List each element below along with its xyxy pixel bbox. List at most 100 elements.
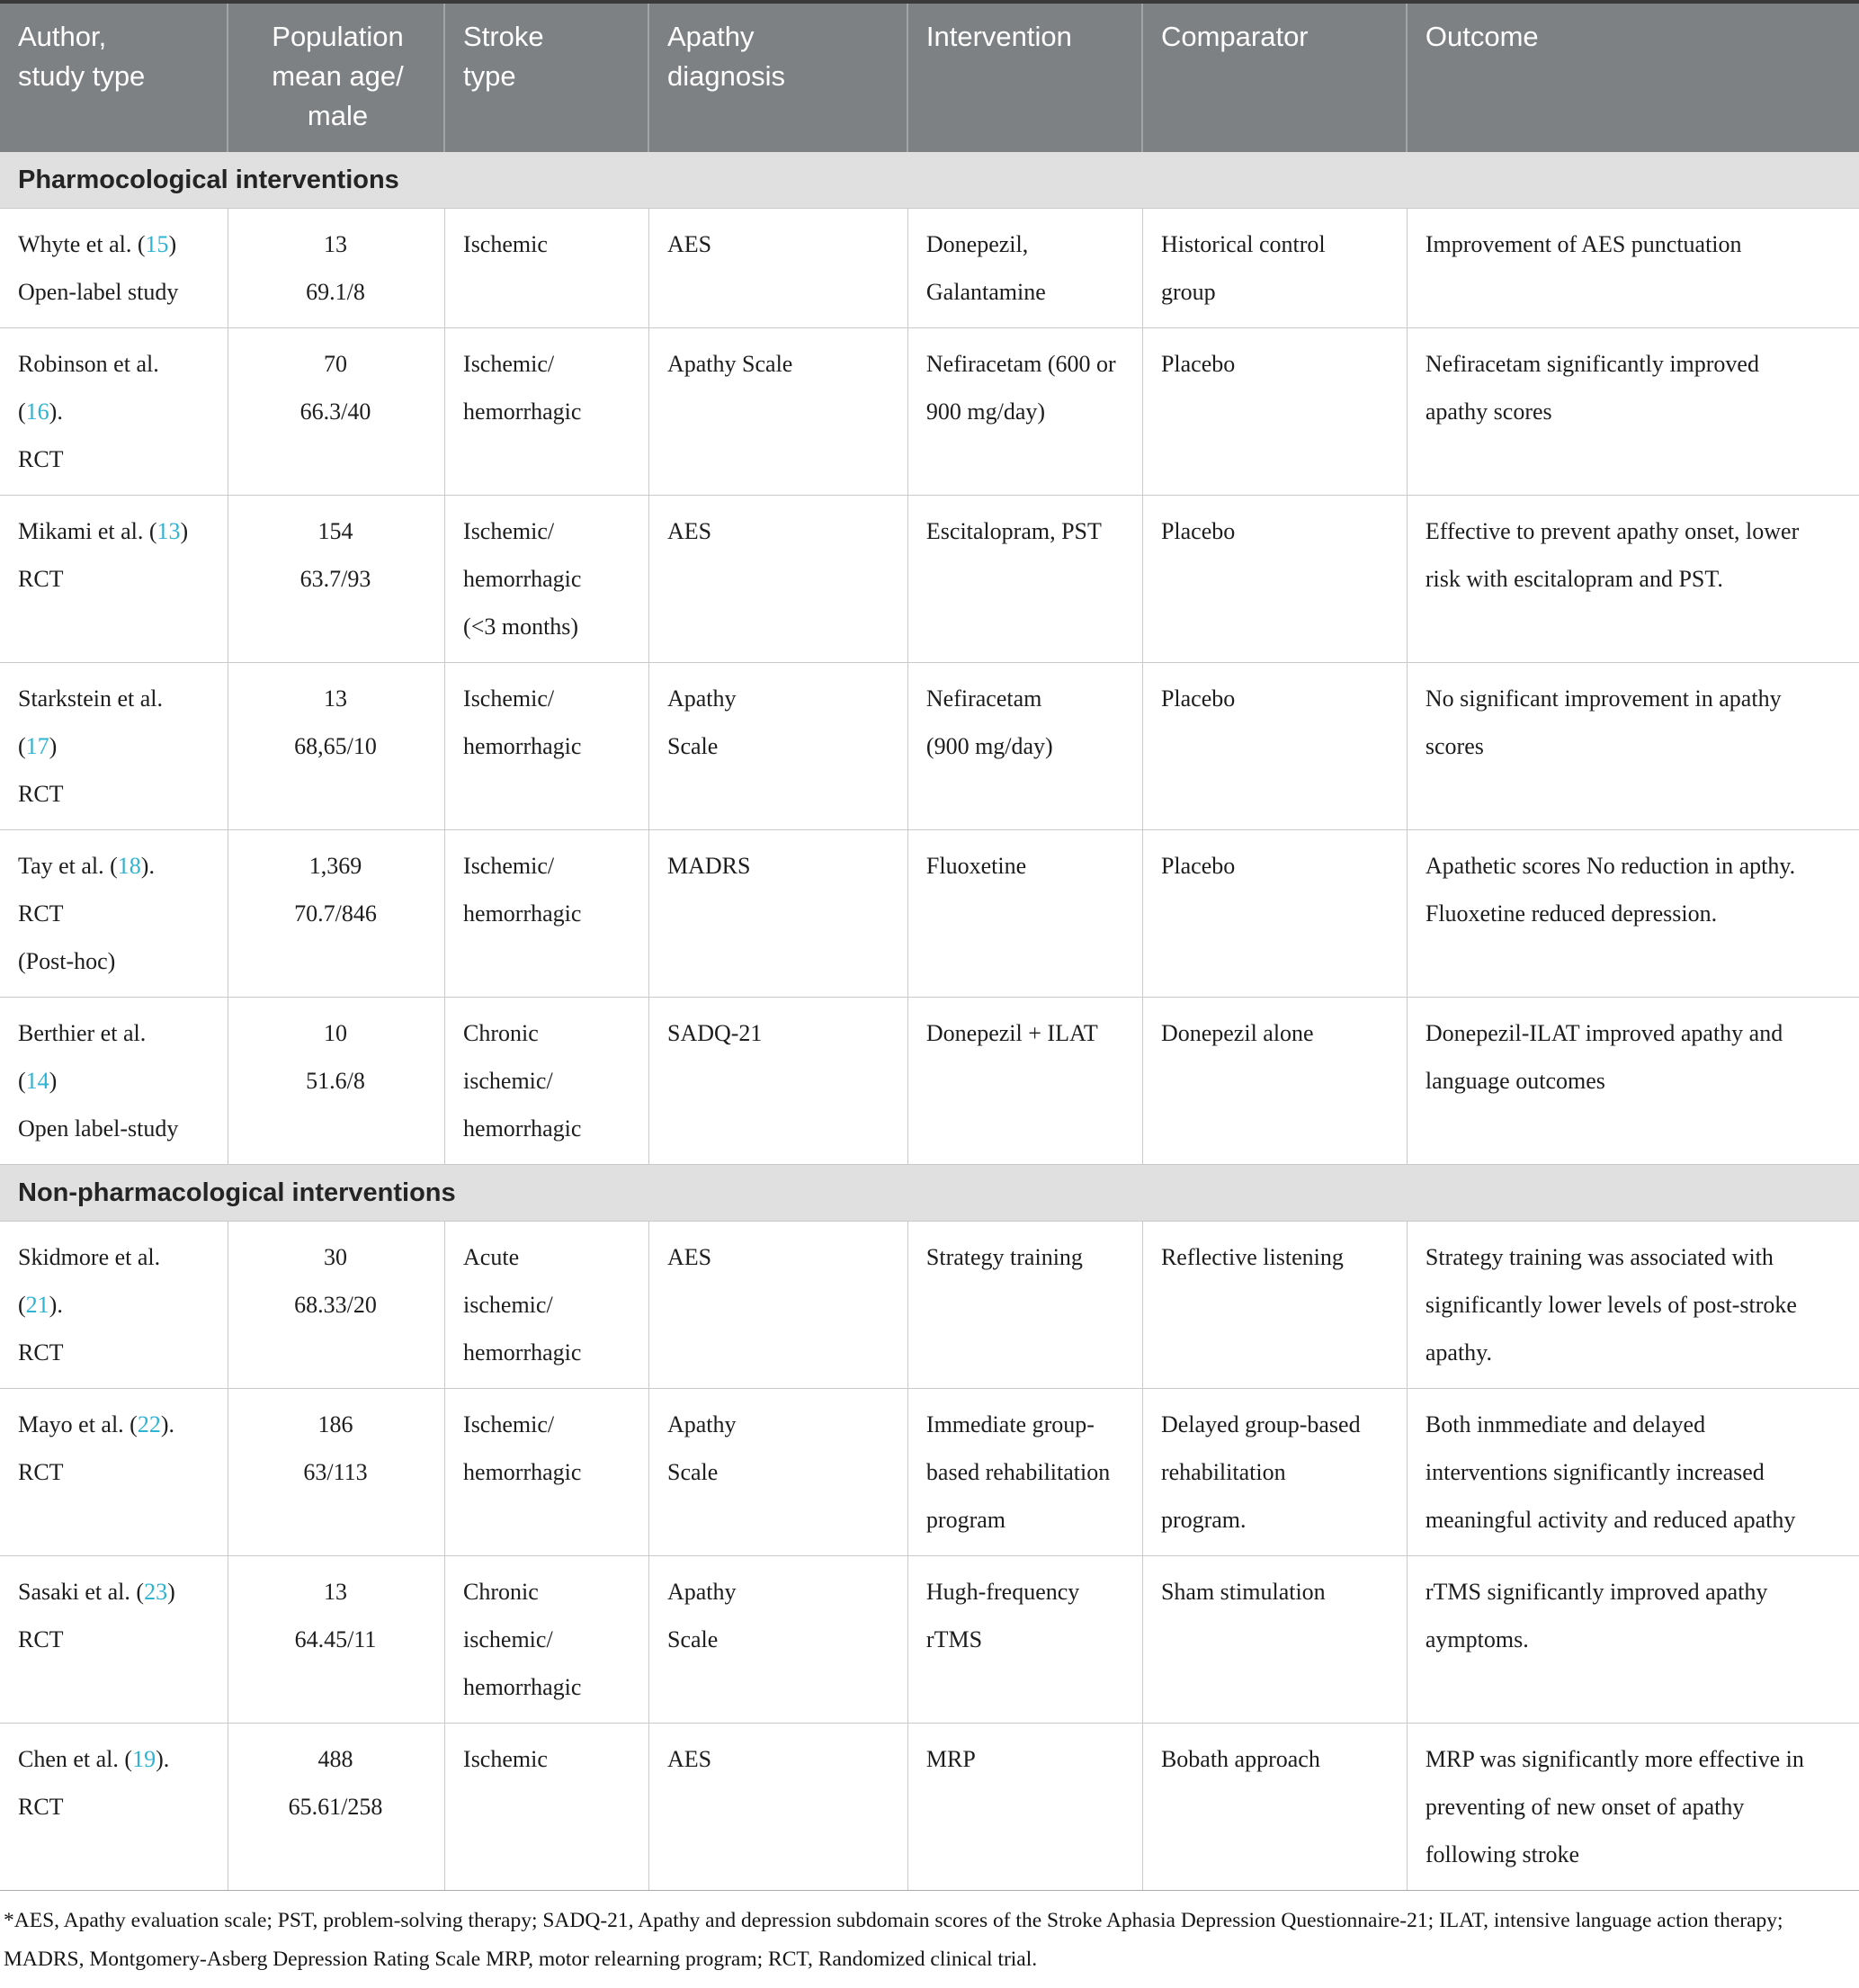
cell-apathy-diagnosis: AES [649,209,908,327]
cell-comparator: Placebo [1143,830,1408,997]
cell-outcome: MRP was significantly more effective in p… [1425,1746,1804,1867]
cell-intervention: Immediate group-based rehabilitation prog… [908,1389,1143,1555]
cell-author-study-type: Berthier et al. (14) Open label-study [0,998,229,1164]
cell-population-mean-age-male: 70 66.3/40 [228,328,446,495]
table-header-row: Author, study type Population mean age/mal… [0,0,1859,152]
section-header: Pharmocological interventions [0,152,1859,209]
col-header-outcome: Outcome [1425,21,1539,52]
cell-outcome: rTMS significantly improved apathy aympto… [1425,1579,1768,1652]
cell-outcome: Donepezil-ILAT improved apathy and langua… [1425,1020,1783,1094]
cell-comparator: Placebo [1143,663,1408,829]
col-header-apathy-diagnosis: Apathy diagnosis [649,4,908,152]
cell-apathy-diagnosis: AES [649,496,908,662]
cell-stroke-type: Ischemic/hemorrhagic [445,830,649,997]
table-footnote: *AES, Apathy evaluation scale; PST, prob… [4,1909,1783,1971]
cell-population-mean-age-male: 30 68.33/20 [228,1222,446,1388]
citation-link[interactable]: 15 [145,231,169,257]
citation-link[interactable]: 21 [25,1292,49,1318]
table-row: Mikami et al. (13) RCT 154 63.7/93 Ischemi… [0,495,1859,662]
table-row: Skidmore et al. (21). RCT 30 68.33/20 Acute… [0,1222,1859,1388]
cell-stroke-type: Ischemic [445,1724,649,1890]
cell-apathy-diagnosis: AES [649,1222,908,1388]
cell-apathy-diagnosis: Apathy Scale [649,1556,908,1723]
citation-link[interactable]: 18 [117,853,141,879]
cell-author-study-type: Robinson et al. (16). RCT [0,328,229,495]
col-header-comparator: Comparator [1143,4,1408,152]
cell-population-mean-age-male: 186 63/113 [228,1389,446,1555]
table-row: Mayo et al. (22). RCT 186 63/113 Ischemic/… [0,1388,1859,1555]
cell-author-study-type: Mikami et al. (13) RCT [0,496,229,662]
section-header: Non-pharmacological interventions [0,1164,1859,1222]
col-header-author-study-type: Author, study type [0,4,229,152]
table-body: Pharmocological interventions Whyte et a… [0,152,1859,1891]
table-row: Whyte et al. (15) Open-label study 13 69.1… [0,209,1859,327]
cell-stroke-type: Chronic ischemic/hemorrhagic [445,998,649,1164]
cell-apathy-diagnosis: Apathy Scale [649,663,908,829]
cell-outcome: Apathetic scores No reduction in apthy. F… [1425,853,1796,927]
col-header-population-mean-age-male: Population mean age/male [228,4,446,152]
cell-author-study-type: Sasaki et al. (23) RCT [0,1556,229,1723]
col-header-stroke-type: Stroke type [445,4,649,152]
cell-outcome: Improvement of AES punctuation [1425,231,1742,257]
cell-stroke-type: Ischemic/hemorrhagic [445,1389,649,1555]
cell-author-study-type: Skidmore et al. (21). RCT [0,1222,229,1388]
cell-apathy-diagnosis: AES [649,1724,908,1890]
cell-intervention: Hugh-frequency rTMS [908,1556,1143,1723]
cell-population-mean-age-male: 1,369 70.7/846 [228,830,446,997]
cell-intervention: Donepezil, Galantamine [908,209,1143,327]
cell-outcome: Strategy training was associated with sig… [1425,1244,1797,1366]
citation-link[interactable]: 13 [156,518,181,544]
cell-intervention: MRP [908,1724,1143,1890]
cell-population-mean-age-male: 13 69.1/8 [228,209,446,327]
cell-comparator: Delayed group-based rehabilitation program… [1143,1389,1408,1555]
table-row: Tay et al. (18). RCT (Post-hoc) 1,369 70.7/… [0,829,1859,997]
table-row: Sasaki et al. (23) RCT 13 64.45/11 Chronic… [0,1555,1859,1723]
cell-population-mean-age-male: 488 65.61/258 [228,1724,446,1890]
cell-population-mean-age-male: 13 64.45/11 [228,1556,446,1723]
cell-apathy-diagnosis: Apathy Scale [649,1389,908,1555]
cell-population-mean-age-male: 13 68,65/10 [228,663,446,829]
cell-population-mean-age-male: 10 51.6/8 [228,998,446,1164]
cell-author-study-type: Mayo et al. (22). RCT [0,1389,229,1555]
cell-author-study-type: Chen et al. (19). RCT [0,1724,229,1890]
cell-intervention: Nefiracetam (900 mg/day) [908,663,1143,829]
citation-link[interactable]: 14 [25,1068,49,1094]
cell-stroke-type: Ischemic [445,209,649,327]
col-header-intervention: Intervention [908,4,1143,152]
cell-outcome: Nefiracetam significantly improved apathy… [1425,351,1759,425]
cell-stroke-type: Ischemic/hemorrhagic (<3 months) [445,496,649,662]
cell-apathy-diagnosis: Apathy Scale [649,328,908,495]
cell-stroke-type: Chronic ischemic/hemorrhagic [445,1556,649,1723]
cell-intervention: Donepezil + ILAT [908,998,1143,1164]
cell-outcome: No significant improvement in apathy scor… [1425,685,1782,759]
cell-comparator: Reflective listening [1143,1222,1408,1388]
citation-link[interactable]: 17 [25,733,49,759]
cell-intervention: Escitalopram, PST [908,496,1143,662]
cell-intervention: Nefiracetam (600 or 900 mg/day) [908,328,1143,495]
citation-link[interactable]: 22 [137,1411,161,1437]
table-row: Starkstein et al. (17) RCT 13 68,65/10 Isch… [0,662,1859,829]
citation-link[interactable]: 19 [132,1746,156,1772]
cell-comparator: Bobath approach [1143,1724,1408,1890]
cell-comparator: Placebo [1143,328,1408,495]
cell-comparator: Sham stimulation [1143,1556,1408,1723]
cell-author-study-type: Whyte et al. (15) Open-label study [0,209,229,327]
cell-comparator: Historical control group [1143,209,1408,327]
citation-link[interactable]: 23 [144,1579,168,1605]
cell-stroke-type: Acute ischemic/hemorrhagic [445,1222,649,1388]
cell-outcome: Effective to prevent apathy onset, lower… [1425,518,1800,592]
citation-link[interactable]: 16 [25,398,49,425]
cell-stroke-type: Ischemic/hemorrhagic [445,328,649,495]
table-row: Berthier et al. (14) Open label-study 10 51… [0,997,1859,1164]
cell-intervention: Fluoxetine [908,830,1143,997]
cell-comparator: Placebo [1143,496,1408,662]
cell-author-study-type: Tay et al. (18). RCT (Post-hoc) [0,830,229,997]
cell-author-study-type: Starkstein et al. (17) RCT [0,663,229,829]
cell-outcome: Both inmmediate and delayed interventions… [1425,1411,1796,1533]
table-row: Chen et al. (19). RCT 488 65.61/258 Ischem… [0,1723,1859,1890]
cell-comparator: Donepezil alone [1143,998,1408,1164]
cell-stroke-type: Ischemic/hemorrhagic [445,663,649,829]
cell-apathy-diagnosis: SADQ-21 [649,998,908,1164]
cell-apathy-diagnosis: MADRS [649,830,908,997]
